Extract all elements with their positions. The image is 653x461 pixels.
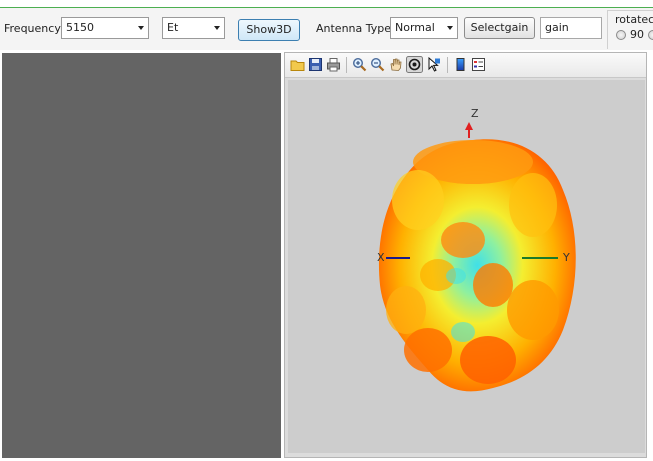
radiation-pattern-plot xyxy=(378,122,576,392)
frequency-value: 5150 xyxy=(66,21,94,34)
antenna-type-label: Antenna Type xyxy=(316,22,392,35)
plot-viewer: Z X Y xyxy=(284,52,647,458)
axis-z xyxy=(465,122,473,138)
colorbar-icon[interactable] xyxy=(453,57,468,72)
rotated-next-radio[interactable] xyxy=(648,30,653,40)
axis-x-label: X xyxy=(377,251,385,264)
select-arrow-icon[interactable] xyxy=(426,57,441,72)
rotated-label: rotatec xyxy=(615,13,653,26)
show3d-button[interactable]: Show3D xyxy=(238,19,300,41)
chevron-down-icon xyxy=(214,26,220,30)
pan-hand-icon[interactable] xyxy=(388,57,403,72)
3d-plot-canvas[interactable]: Z X Y xyxy=(288,80,645,453)
component-select[interactable]: Et xyxy=(162,17,225,39)
zoom-out-icon[interactable] xyxy=(370,57,385,72)
viewer-toolbar xyxy=(285,53,646,78)
gain-field[interactable]: gain xyxy=(540,17,602,39)
frequency-label: Frequency xyxy=(4,22,61,35)
antenna-type-select[interactable]: Normal xyxy=(390,17,458,39)
axis-z-label: Z xyxy=(471,107,479,120)
window-top-border xyxy=(0,7,653,8)
legend-icon[interactable] xyxy=(471,57,486,72)
rotate-3d-icon[interactable] xyxy=(406,56,423,73)
chevron-down-icon xyxy=(138,26,144,30)
radiation-pattern-surface xyxy=(378,139,576,392)
print-icon[interactable] xyxy=(326,57,341,72)
toolbar-divider xyxy=(346,57,347,73)
antenna-type-value: Normal xyxy=(395,21,435,34)
left-panel xyxy=(2,53,281,458)
toolbar-divider xyxy=(447,57,448,73)
axis-y-label: Y xyxy=(563,251,570,264)
rotated-group: rotatec 90 xyxy=(607,10,653,49)
component-value: Et xyxy=(167,21,179,34)
selectgain-button[interactable]: Selectgain xyxy=(464,17,535,39)
save-icon[interactable] xyxy=(308,57,323,72)
rotated-90-radio[interactable] xyxy=(616,30,626,40)
control-toolbar: Frequency 5150 Et Show3D Antenna Type No… xyxy=(0,8,653,50)
frequency-select[interactable]: 5150 xyxy=(61,17,149,39)
zoom-in-icon[interactable] xyxy=(352,57,367,72)
rotated-90-label: 90 xyxy=(630,28,644,41)
chevron-down-icon xyxy=(447,26,453,30)
open-icon[interactable] xyxy=(290,57,305,72)
